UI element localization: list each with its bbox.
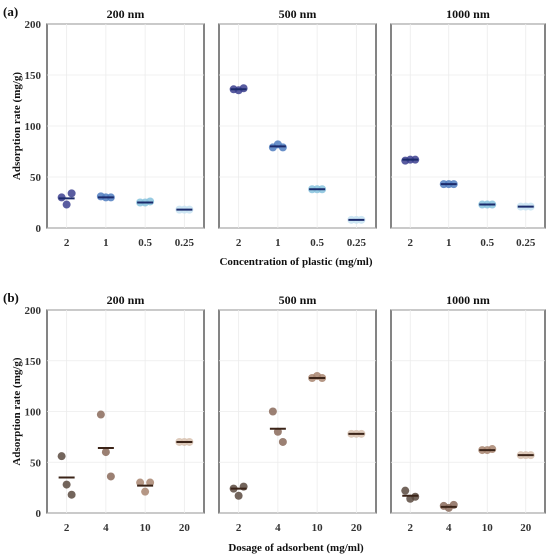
- x-tick-label: 1: [446, 237, 452, 249]
- panel-label: (b): [3, 290, 19, 305]
- x-tick-label: 2: [64, 237, 70, 249]
- x-tick-label: 2: [64, 522, 70, 534]
- data-point: [62, 480, 71, 489]
- x-axis-label: Dosage of adsorbent (mg/ml): [228, 542, 364, 554]
- facet-500-nm: [218, 23, 377, 229]
- facet-1000-nm: [390, 309, 546, 514]
- x-tick-label: 20: [351, 522, 363, 534]
- x-tick-label: 4: [275, 522, 281, 534]
- facet-1000-nm: [390, 23, 546, 229]
- x-tick-label: 1: [275, 237, 281, 249]
- x-tick-label: 0.5: [480, 237, 494, 249]
- y-tick-label: 200: [25, 19, 42, 31]
- data-point: [67, 189, 76, 198]
- facet-500-nm: [218, 309, 377, 514]
- data-point: [401, 486, 410, 495]
- data-point: [234, 491, 243, 500]
- data-point: [57, 193, 66, 202]
- y-tick-label: 100: [25, 407, 42, 419]
- x-tick-label: 0.5: [310, 237, 324, 249]
- data-point: [273, 427, 282, 436]
- data-point: [488, 445, 497, 454]
- x-tick-label: 0.5: [138, 237, 152, 249]
- panel-label: (a): [3, 4, 18, 19]
- y-tick-label: 150: [25, 70, 42, 82]
- data-point: [67, 490, 76, 499]
- x-axis-label: Concentration of plastic (mg/ml): [219, 256, 372, 268]
- y-tick-label: 50: [30, 457, 42, 469]
- facet-title: 1000 nm: [446, 7, 490, 21]
- data-point: [278, 143, 287, 152]
- x-tick-label: 20: [520, 522, 532, 534]
- y-tick-label: 50: [30, 172, 42, 184]
- y-tick-label: 0: [36, 508, 42, 520]
- facet-200-nm: [46, 309, 205, 514]
- x-tick-label: 10: [140, 522, 152, 534]
- x-tick-label: 2: [408, 237, 414, 249]
- x-tick-label: 4: [103, 522, 109, 534]
- x-tick-label: 0.25: [516, 237, 536, 249]
- data-point: [136, 478, 145, 487]
- facet-title: 500 nm: [279, 293, 317, 307]
- x-tick-label: 1: [103, 237, 109, 249]
- x-tick-label: 10: [482, 522, 494, 534]
- y-tick-label: 0: [36, 223, 42, 235]
- data-point: [268, 407, 277, 416]
- facet-title: 1000 nm: [446, 293, 490, 307]
- x-tick-label: 2: [236, 237, 242, 249]
- x-tick-label: 10: [312, 522, 324, 534]
- data-point: [106, 472, 115, 481]
- x-tick-label: 0.25: [347, 237, 367, 249]
- data-point: [62, 200, 71, 209]
- y-axis-label: Adsorption rate (mg/g): [11, 72, 23, 180]
- y-tick-label: 100: [25, 121, 42, 133]
- x-tick-label: 2: [236, 522, 242, 534]
- data-point: [411, 492, 420, 501]
- facet-title: 200 nm: [107, 7, 145, 21]
- data-point: [146, 197, 155, 206]
- data-point: [141, 487, 150, 496]
- y-tick-label: 200: [25, 305, 42, 317]
- facet-title: 200 nm: [107, 293, 145, 307]
- x-tick-label: 2: [408, 522, 414, 534]
- data-point: [96, 410, 105, 419]
- data-point: [146, 478, 155, 487]
- facet-200-nm: [46, 23, 205, 229]
- data-point: [101, 448, 110, 457]
- x-tick-label: 20: [179, 522, 191, 534]
- data-point: [239, 84, 248, 93]
- y-axis-label: Adsorption rate (mg/g): [11, 357, 23, 465]
- x-tick-label: 4: [446, 522, 452, 534]
- data-point: [278, 437, 287, 446]
- facet-title: 500 nm: [279, 7, 317, 21]
- data-point: [57, 452, 66, 461]
- x-tick-label: 0.25: [175, 237, 195, 249]
- y-tick-label: 150: [25, 356, 42, 368]
